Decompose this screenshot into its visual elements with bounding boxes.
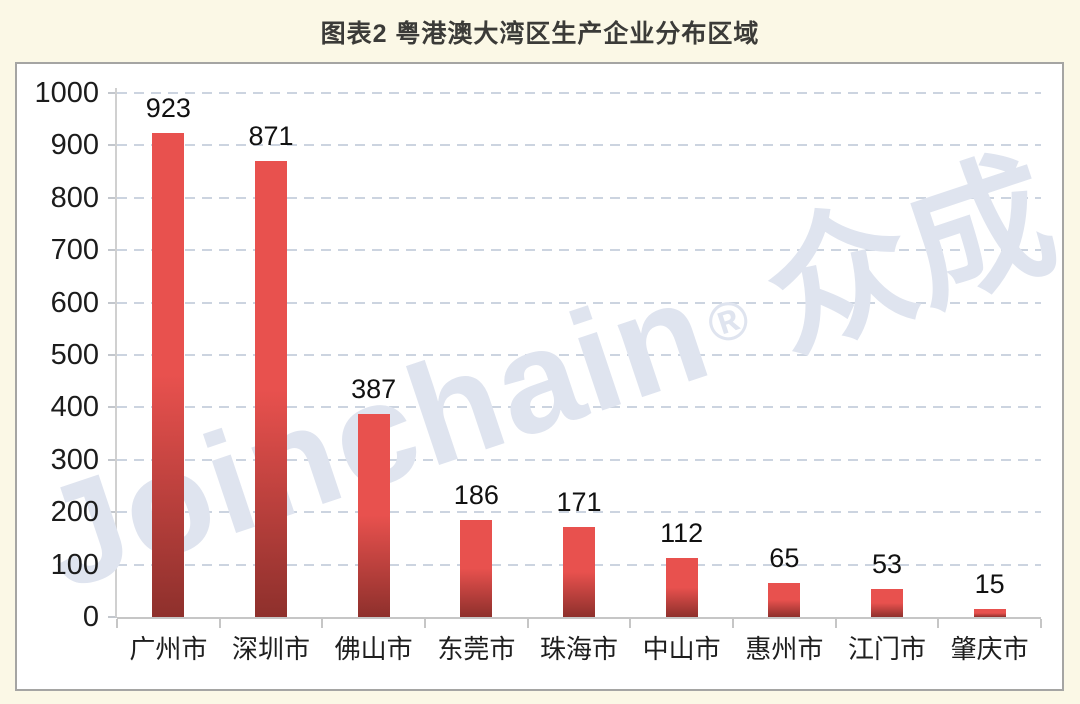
- y-axis-label: 100: [50, 548, 99, 581]
- y-axis-label: 800: [50, 181, 99, 214]
- chart-bar: [973, 609, 1006, 617]
- bar-value-label: 171: [556, 487, 602, 517]
- bar-value-label: 112: [660, 518, 704, 548]
- chart-bar: [460, 520, 493, 617]
- y-axis-tick: [108, 458, 117, 461]
- bar-value-label: 53: [871, 549, 903, 579]
- x-axis-label: 江门市: [847, 634, 926, 664]
- y-gridline: [117, 354, 1041, 356]
- chart-bar: [871, 589, 903, 617]
- y-axis-line: [115, 88, 117, 617]
- bar-value-label: 15: [974, 569, 1005, 599]
- y-axis-label: 200: [50, 496, 99, 529]
- chart-bar: [152, 133, 185, 617]
- x-axis-tick: [424, 619, 426, 628]
- y-axis-tick: [108, 354, 117, 356]
- x-axis-tick: [937, 619, 940, 628]
- y-gridline: [117, 196, 1041, 199]
- x-axis-label: 深圳市: [231, 634, 310, 664]
- y-axis-label: 600: [50, 286, 99, 319]
- chart-panel: Joinchain®众成 0 100 200 300 400 500 600 700 800 90…: [15, 62, 1064, 691]
- y-axis-tick: [108, 406, 117, 409]
- y-axis-tick: [108, 92, 117, 94]
- y-axis-label: 700: [50, 234, 99, 267]
- y-gridline: [117, 249, 1041, 252]
- plot-area: 0 100 200 300 400 500 600 700 800 900 1000 923 广州市 87…: [17, 64, 1062, 689]
- y-axis-tick: [108, 616, 117, 618]
- y-axis-tick: [108, 301, 117, 304]
- x-axis-tick: [218, 619, 221, 628]
- x-axis-label: 肇庆市: [950, 634, 1029, 664]
- x-axis-tick: [834, 619, 837, 628]
- bar-value-label: 923: [145, 93, 191, 123]
- x-axis-tick: [526, 619, 529, 628]
- x-axis-label: 中山市: [642, 634, 721, 664]
- bar-value-label: 65: [769, 543, 800, 573]
- y-axis-tick: [108, 144, 117, 147]
- chart-title: 图表2 粤港澳大湾区生产企业分布区域: [320, 20, 760, 48]
- y-axis-tick: [108, 511, 117, 514]
- x-axis-label: 珠海市: [539, 634, 618, 664]
- chart-bar: [768, 583, 801, 617]
- y-axis-tick: [108, 196, 117, 199]
- y-gridline: [117, 458, 1041, 461]
- y-gridline: [117, 144, 1041, 147]
- x-axis-label: 佛山市: [334, 634, 413, 664]
- x-axis-tick: [629, 619, 632, 628]
- chart-bar: [665, 558, 698, 617]
- chart-bar: [563, 527, 595, 617]
- x-axis-label: 广州市: [129, 634, 208, 664]
- chart-bar: [255, 161, 287, 617]
- bar-value-label: 186: [453, 480, 499, 510]
- y-axis-tick: [108, 563, 117, 566]
- x-axis-tick: [321, 619, 324, 628]
- y-axis-label: 500: [50, 339, 99, 371]
- y-gridline: [117, 92, 1041, 94]
- y-gridline: [117, 511, 1041, 514]
- x-axis-tick: [732, 619, 734, 628]
- chart-bar: [357, 414, 390, 617]
- y-gridline: [117, 301, 1041, 304]
- y-axis-label: 400: [50, 391, 99, 424]
- y-axis-tick: [108, 249, 117, 252]
- y-axis-label: 900: [50, 129, 99, 162]
- x-axis-tick: [116, 619, 118, 628]
- bar-value-label: 387: [351, 374, 397, 404]
- y-axis-label: 300: [50, 443, 99, 476]
- y-gridline: [117, 406, 1041, 409]
- x-axis-line: [117, 617, 1041, 619]
- bar-value-label: 871: [248, 121, 294, 151]
- x-axis-label: 东莞市: [437, 634, 516, 664]
- y-axis-label: 1000: [34, 77, 99, 109]
- x-axis-label: 惠州市: [745, 634, 824, 664]
- y-axis-label: 0: [82, 601, 99, 633]
- x-axis-tick: [1040, 619, 1042, 628]
